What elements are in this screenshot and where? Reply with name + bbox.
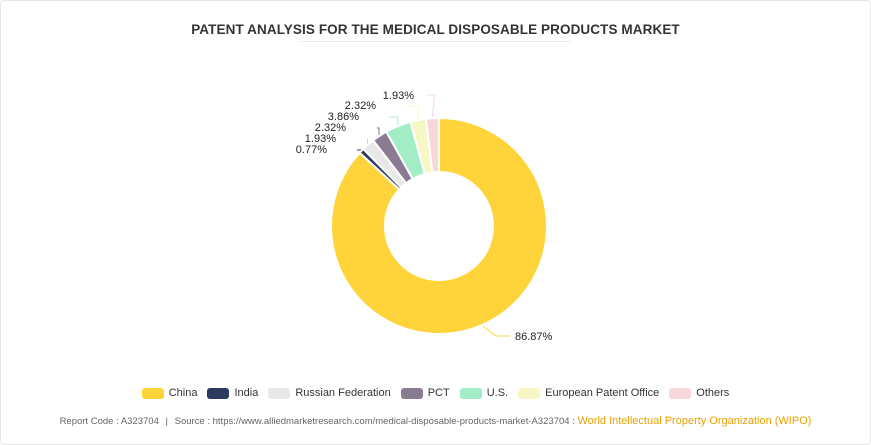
legend-label: China [168, 387, 198, 399]
report-footer: Report Code : A323704 | Source : https:/… [0, 415, 871, 427]
data-label-others: 1.93% [383, 90, 414, 102]
data-label-india: 0.77% [296, 144, 327, 156]
legend-label: PCT [427, 387, 450, 399]
legend-item-russian-federation[interactable]: Russian Federation [268, 387, 391, 399]
legend-label: Russian Federation [295, 387, 391, 399]
source-text: Source : https://www.alliedmarketresearc… [174, 416, 575, 427]
legend-item-european-patent-office[interactable]: European Patent Office [518, 387, 659, 399]
data-label-china: 86.87% [515, 331, 553, 343]
legend-item-pct[interactable]: PCT [400, 387, 450, 399]
source-organization[interactable]: World Intellectual Property Organization… [577, 415, 812, 427]
leader-line-others [427, 94, 435, 118]
legend-label: European Patent Office [545, 387, 660, 399]
legend-swatch [400, 387, 423, 399]
legend-swatch [518, 387, 541, 399]
footer-separator: | [165, 416, 168, 427]
leader-line-china [482, 325, 510, 337]
leader-line-u-s [389, 116, 399, 126]
title-divider [300, 41, 571, 42]
leader-line-european-patent-office [406, 105, 419, 120]
data-label-u-s: 3.86% [328, 111, 359, 123]
slice-china[interactable] [330, 116, 548, 335]
legend-label: India [234, 387, 259, 399]
chart-legend: China India Russian Federation PCT U.S. Europ… [0, 387, 871, 399]
data-label-european-patent-office: 2.32% [345, 100, 376, 112]
legend-swatch [669, 387, 692, 399]
legend-item-u-s[interactable]: U.S. [459, 387, 509, 399]
data-label-russian-federation: 1.93% [305, 133, 336, 145]
legend-swatch [207, 387, 230, 399]
slice-others[interactable] [424, 116, 440, 174]
leader-line-pct [377, 127, 380, 135]
legend-item-others[interactable]: Others [669, 387, 729, 399]
legend-item-china[interactable]: China [141, 387, 198, 399]
legend-swatch [268, 387, 291, 399]
report-code: Report Code : A323704 [59, 416, 159, 427]
legend-swatch [141, 387, 164, 399]
chart-title: PATENT ANALYSIS FOR THE MEDICAL DISPOSAB… [191, 22, 680, 37]
donut-slices [330, 116, 548, 335]
data-labels: 86.87%0.77%1.93%2.32%3.86%2.32%1.93% [296, 90, 553, 343]
legend-item-india[interactable]: India [207, 387, 258, 399]
data-label-pct: 2.32% [315, 122, 346, 134]
legend-label: Others [696, 387, 730, 399]
legend-swatch [459, 387, 482, 399]
legend-label: U.S. [486, 387, 509, 399]
